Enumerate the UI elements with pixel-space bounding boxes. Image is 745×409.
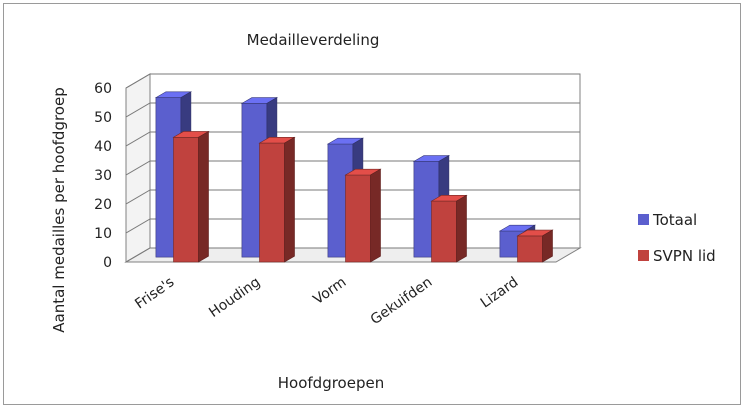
bar-svpn-lid-frise-s [172, 130, 210, 263]
gridline [125, 102, 580, 118]
y-axis-label: Aantal medailles per hoofdgroep [50, 87, 68, 332]
x-tick-label-frise-s: Frise's [132, 274, 177, 312]
gridline [125, 73, 580, 89]
bar-side [542, 229, 553, 263]
legend-label-totaal: Totaal [652, 211, 697, 229]
x-tick-label-gekuifden: Gekuifden [368, 274, 436, 328]
y-tick-label: 40 [94, 139, 112, 155]
legend-swatch-totaal [638, 214, 649, 225]
legend-swatch-svpn-lid [638, 250, 649, 261]
bar-front [345, 174, 371, 263]
y-tick-label: 20 [94, 197, 112, 213]
y-axis-ticks: 0 10 20 30 40 50 60 [94, 81, 112, 271]
bar-front [431, 200, 457, 263]
bar-svpn-lid-gekuifden [430, 194, 468, 263]
y-tick-label: 0 [103, 255, 112, 271]
legend: Totaal SVPN lid [638, 211, 716, 265]
gridline [125, 131, 580, 147]
chart-title: Medailleverdeling [247, 31, 380, 49]
y-tick-label: 50 [94, 110, 112, 126]
bar-svpn-lid-houding [258, 136, 296, 263]
bar-svpn-lid-lizard [516, 229, 554, 263]
bar-front [517, 235, 543, 263]
x-axis-label: Hoofdgroepen [278, 374, 384, 392]
bar-side [370, 168, 381, 263]
bar-front [173, 137, 199, 263]
bar-side [456, 194, 467, 263]
x-tick-label-houding: Houding [206, 274, 263, 321]
bar-side [284, 136, 295, 263]
bar-svpn-lid-vorm [344, 168, 382, 263]
bars [154, 91, 554, 263]
y-tick-label: 60 [94, 81, 112, 97]
x-tick-label-lizard: Lizard [478, 274, 522, 311]
x-axis-ticks: Frise's Houding Vorm Gekuifden Lizard [132, 274, 521, 328]
y-tick-label: 10 [94, 226, 112, 242]
y-tick-label: 30 [94, 168, 112, 184]
x-tick-label-vorm: Vorm [310, 274, 349, 308]
legend-label-svpn-lid: SVPN lid [653, 247, 716, 265]
bar-front [259, 142, 285, 263]
bar-side [198, 130, 209, 263]
